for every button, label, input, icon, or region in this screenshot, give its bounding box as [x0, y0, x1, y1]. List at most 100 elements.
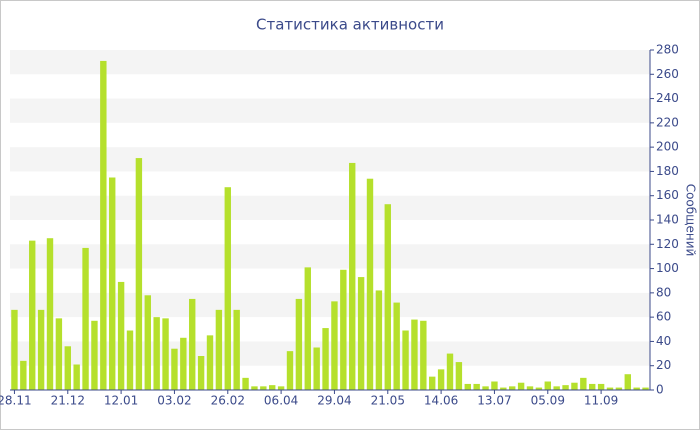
bar — [535, 387, 543, 390]
bar — [517, 382, 525, 390]
bar — [597, 383, 605, 390]
bar — [37, 309, 45, 390]
x-tick-label: 29.04 — [317, 394, 351, 408]
bar — [393, 302, 400, 390]
bar — [322, 328, 329, 390]
bar — [580, 377, 587, 390]
bar — [464, 383, 471, 390]
bar — [642, 387, 649, 390]
bar — [55, 318, 63, 390]
y-axis-title: Сообщений — [684, 184, 698, 257]
bar — [357, 277, 365, 390]
bar — [633, 387, 640, 390]
bar — [189, 298, 196, 390]
bar — [20, 360, 27, 390]
bar — [544, 381, 551, 390]
bar — [162, 318, 169, 390]
bar — [482, 386, 489, 390]
grid-band — [10, 244, 650, 269]
bar — [420, 320, 427, 390]
bar — [171, 348, 178, 390]
bar — [402, 330, 409, 390]
bar — [73, 364, 80, 390]
bar — [624, 374, 631, 390]
y-tick-label: 40 — [656, 334, 671, 348]
x-tick-label: 14.06 — [424, 394, 458, 408]
bar — [446, 353, 454, 390]
bar — [295, 298, 303, 390]
y-tick-label: 80 — [656, 285, 671, 299]
grid-band — [10, 147, 650, 172]
bar — [144, 295, 151, 390]
bar — [366, 178, 374, 390]
bar — [100, 60, 107, 391]
y-tick-label: 100 — [656, 261, 679, 275]
bar — [589, 383, 596, 390]
y-tick-label: 160 — [656, 188, 679, 202]
bar — [473, 383, 480, 390]
bar — [135, 158, 143, 390]
x-tick-label: 12.01 — [104, 394, 138, 408]
bar — [260, 386, 267, 390]
x-tick-label: 13.07 — [477, 394, 511, 408]
bar — [29, 240, 36, 390]
y-tick-label: 120 — [656, 237, 679, 251]
bar — [109, 177, 116, 390]
grid-band — [10, 195, 650, 220]
bar — [375, 290, 383, 390]
bar — [91, 320, 98, 390]
bar — [126, 330, 134, 390]
grid-band — [10, 341, 650, 366]
bar — [411, 319, 418, 390]
bar — [437, 369, 445, 390]
x-tick-label: 28.11 — [0, 394, 32, 408]
bar — [117, 281, 125, 390]
y-tick-label: 240 — [656, 91, 679, 105]
bar — [304, 267, 311, 390]
bar — [251, 386, 258, 390]
y-tick-label: 140 — [656, 213, 679, 227]
bar — [615, 387, 623, 390]
bar — [269, 385, 276, 390]
x-tick-label: 06.04 — [264, 394, 298, 408]
bar — [206, 335, 214, 390]
x-tick-label: 26.02 — [211, 394, 245, 408]
bar — [455, 362, 463, 390]
bar — [82, 247, 89, 390]
bar — [571, 382, 578, 390]
bar — [277, 386, 285, 390]
x-tick-label: 05.09 — [531, 394, 565, 408]
y-tick-label: 220 — [656, 115, 679, 129]
x-tick-label: 03.02 — [157, 394, 191, 408]
bar — [286, 351, 294, 390]
x-tick-label: 21.12 — [51, 394, 85, 408]
bar — [384, 204, 391, 390]
bar — [233, 309, 240, 390]
y-tick-label: 60 — [656, 310, 671, 324]
y-tick-label: 0 — [656, 383, 664, 397]
x-tick-label: 21.05 — [371, 394, 405, 408]
bar — [606, 387, 614, 390]
bar — [349, 162, 356, 390]
grid-band — [10, 98, 650, 123]
grid-band — [10, 50, 650, 75]
bar — [491, 381, 498, 390]
bar — [500, 387, 507, 390]
bar — [526, 386, 534, 390]
x-tick-label: 11.09 — [584, 394, 618, 408]
y-tick-label: 20 — [656, 358, 671, 372]
chart-title: Статистика активности — [256, 16, 444, 34]
bar — [553, 386, 560, 390]
bar — [313, 347, 320, 390]
bar — [242, 377, 249, 390]
bar — [153, 317, 160, 390]
y-tick-label: 280 — [656, 43, 679, 57]
bar — [429, 376, 436, 390]
bar — [509, 386, 516, 390]
bar — [224, 187, 231, 390]
bar — [340, 269, 347, 390]
grid-band — [10, 292, 650, 318]
bar — [562, 385, 569, 390]
y-tick-label: 260 — [656, 67, 679, 81]
